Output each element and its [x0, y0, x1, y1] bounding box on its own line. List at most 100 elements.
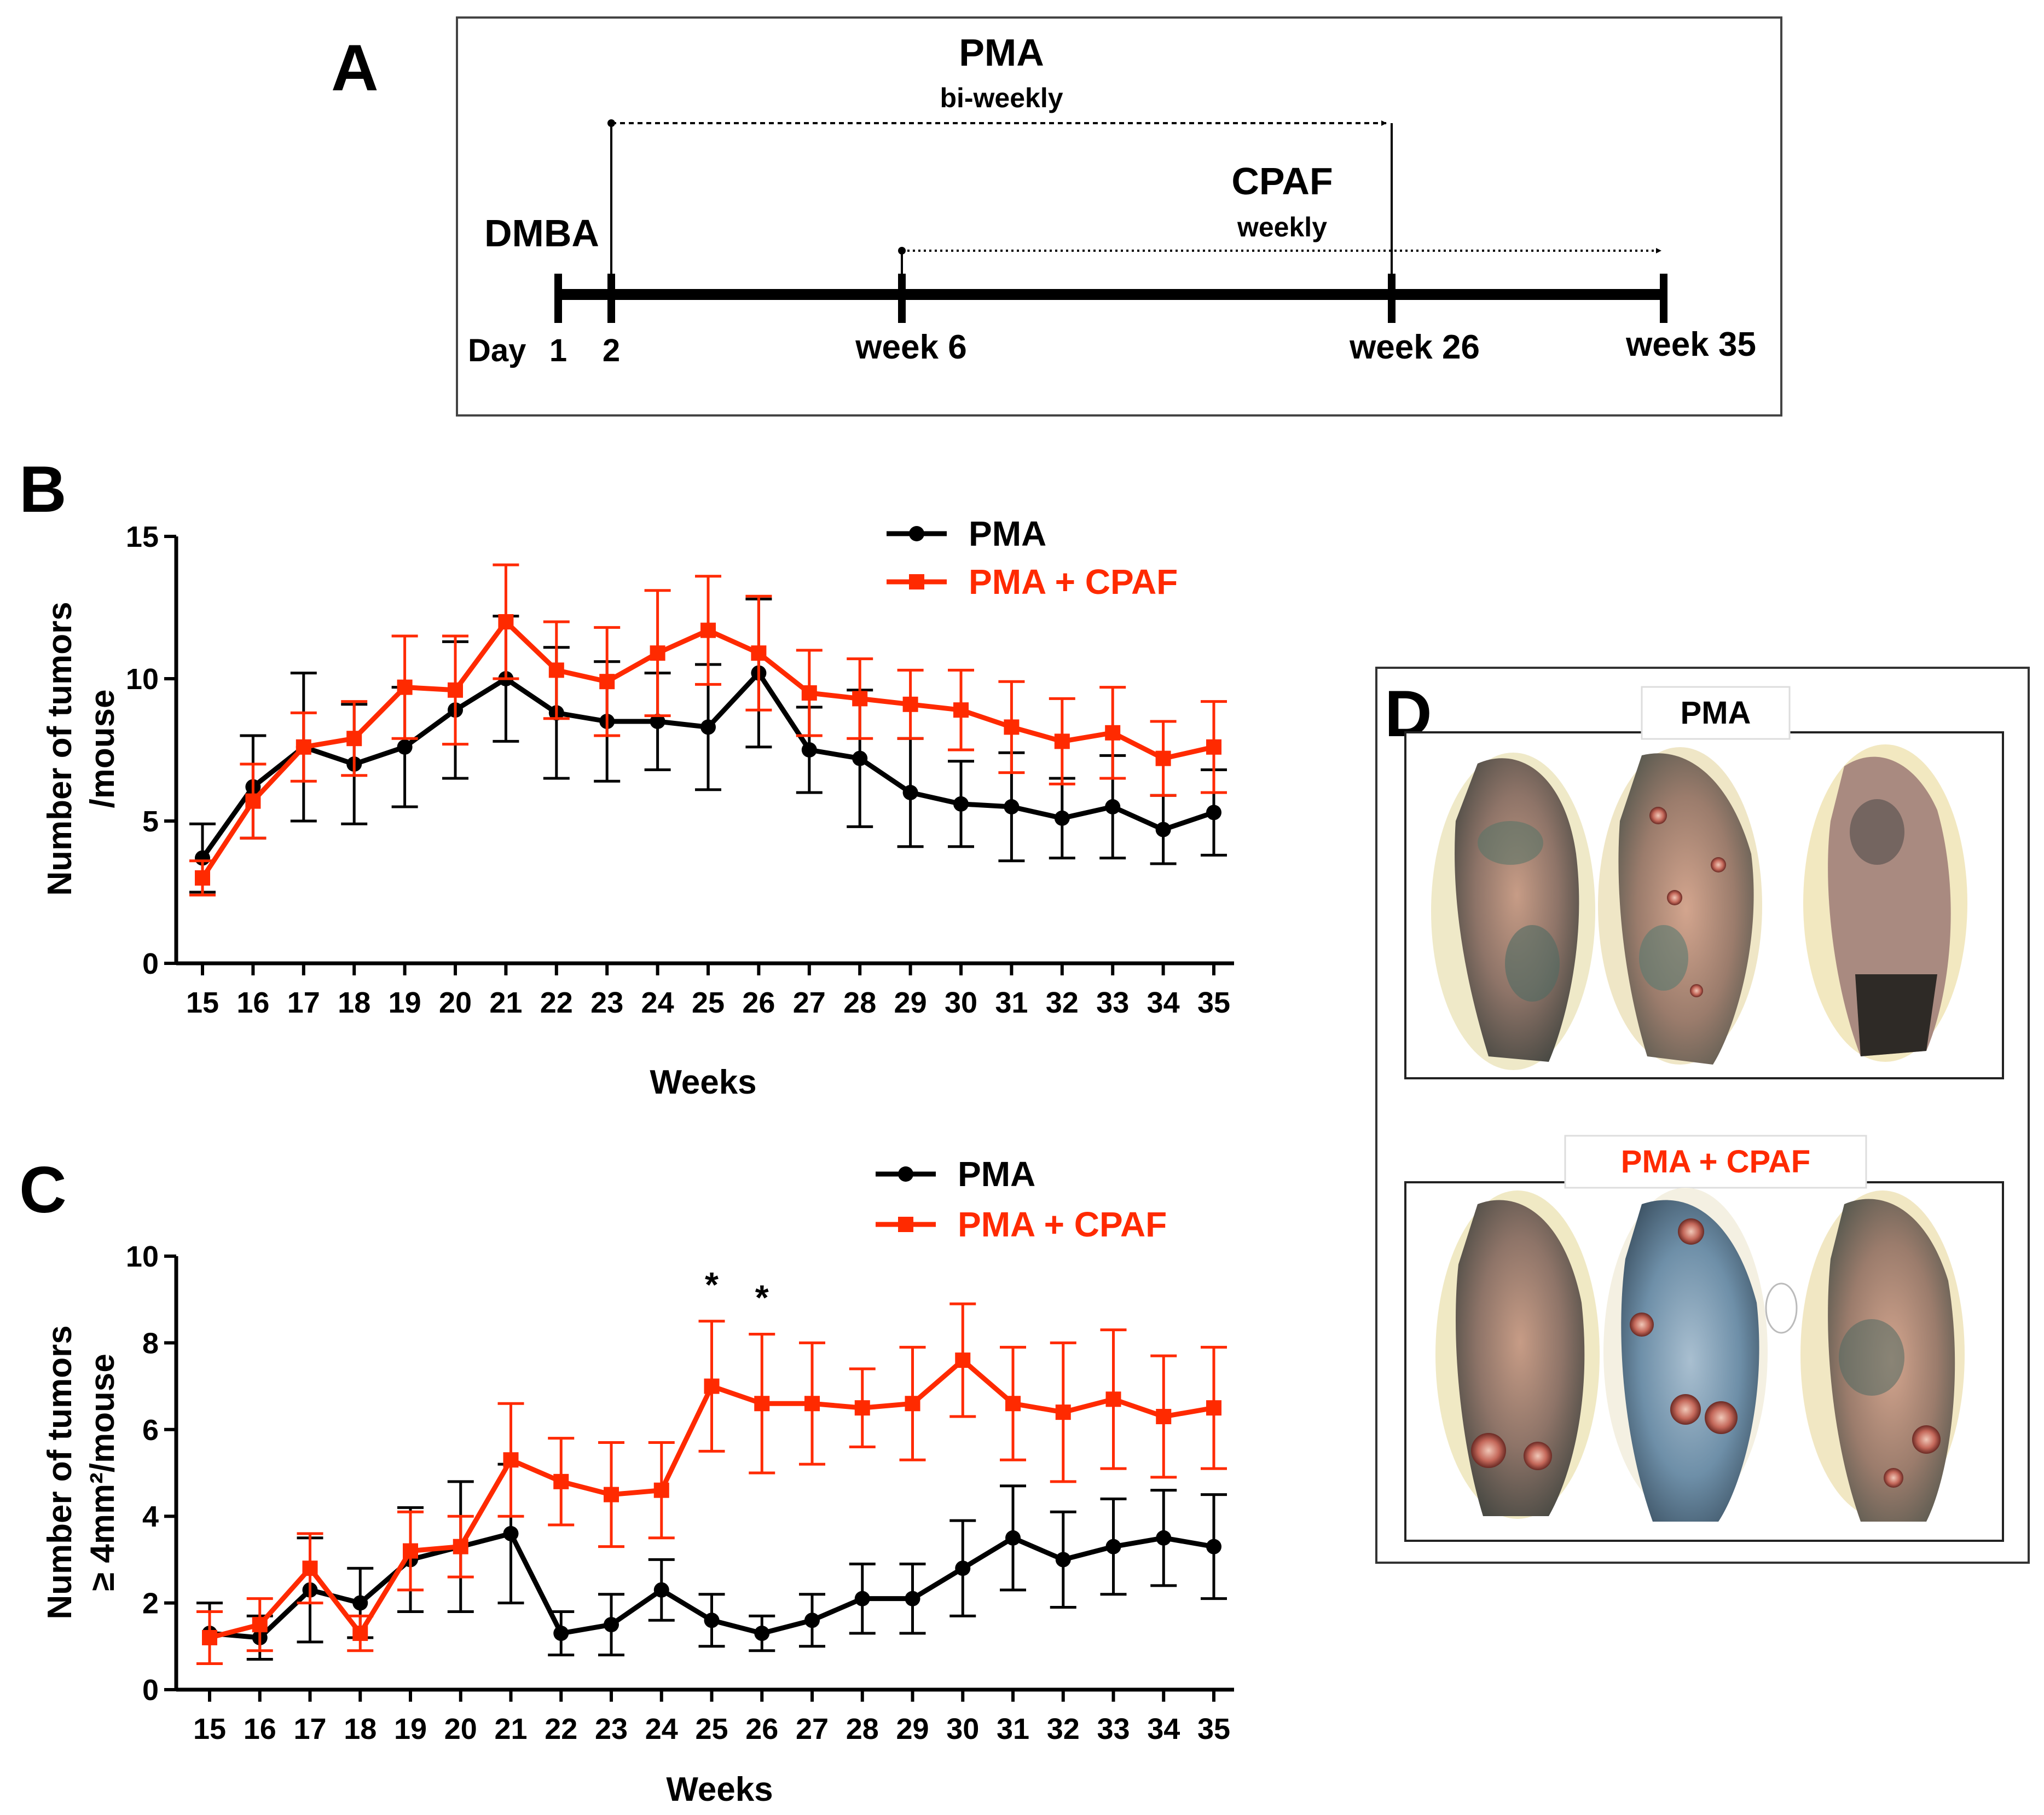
chart-b-x-tick-label: 25 [692, 986, 725, 1019]
chart-b-x-tick-label: 34 [1147, 986, 1180, 1019]
chart-c-x-tick-label: 32 [1047, 1713, 1080, 1745]
chart-b-x-tick-label: 31 [995, 986, 1028, 1019]
chart-c-series-pma-cpaf [196, 1302, 1227, 1665]
cpaf-photo-title-box [1564, 1135, 1867, 1189]
chart-b-series-pma-cpaf-point [599, 674, 615, 690]
cpaf-mouse-photo-3 [1800, 1190, 1965, 1522]
chart-b-series-pma-cpaf-point [448, 682, 463, 698]
chart-c-series-pma-point [955, 1560, 971, 1576]
pma-mouse-photo-1 [1431, 753, 1595, 1070]
timeline-dmba-label: DMBA [484, 212, 599, 255]
chart-b-x-axis-title: Weeks [650, 1063, 756, 1101]
chart-c-series-pma-point [704, 1612, 720, 1628]
chart-c-series-pma-point [1005, 1530, 1021, 1546]
chart-c-y-tick-label: 10 [126, 1240, 159, 1273]
chart-b-legend-pma-label: PMA [969, 514, 1046, 553]
chart-c-series-pma-cpaf-point [754, 1396, 770, 1412]
chart-b-series-pma-cpaf-point [296, 739, 311, 755]
timeline-label-week26: week 26 [1349, 328, 1480, 366]
chart-c-y-axis-title-line: Number of tumors [41, 1325, 79, 1619]
chart-b-y-axis-title-line: /mouse [84, 689, 121, 808]
panel-letter-a: A [331, 31, 379, 105]
chart-b-series-pma-cpaf-point [195, 870, 210, 886]
chart-b-x-tick-label: 21 [489, 986, 522, 1019]
chart-b-series-pma-cpaf-point [801, 685, 817, 701]
chart-b-x-tick-label: 35 [1197, 986, 1230, 1019]
chart-b-series-pma-point [700, 719, 716, 735]
chart-c-series-pma [196, 1463, 1227, 1665]
chart-c-series-pma-cpaf-point [1055, 1404, 1071, 1420]
chart-b-series-pma-cpaf-point [1004, 719, 1020, 735]
pma-mouse-photo-2 [1598, 747, 1762, 1065]
chart-b-series-pma-cpaf-point [397, 679, 413, 695]
chart-b-series-pma-cpaf-point [852, 691, 868, 707]
chart-c-series-pma-cpaf-point [854, 1400, 870, 1416]
chart-b-x-tick-label: 26 [742, 986, 775, 1019]
chart-c-series-pma-cpaf-point [453, 1539, 468, 1554]
chart-b-x-tick-label: 27 [793, 986, 826, 1019]
chart-b-x-tick-label: 30 [945, 986, 977, 1019]
chart-c-series-pma-cpaf-point [553, 1473, 569, 1489]
chart-c-series-pma-point [503, 1525, 519, 1541]
chart-b-series-pma-point [1004, 799, 1020, 814]
timeline-pma-label: PMA [959, 31, 1044, 74]
chart-b-series-pma-cpaf-point [902, 696, 918, 712]
chart-c-y-tick-label: 0 [142, 1674, 159, 1707]
chart-c-series-pma-cpaf-point [1206, 1400, 1221, 1416]
chart-c-x-tick-label: 24 [645, 1713, 678, 1745]
chart-c-series-pma-point [1206, 1539, 1221, 1554]
timeline-label-day2: 2 [603, 333, 620, 368]
chart-c-series-pma-cpaf-point [905, 1396, 920, 1412]
chart-b-series-pma-cpaf-point [1054, 733, 1070, 749]
chart-b: B 0 5 10 15 15 16 17 18 19 20 21 22 23 24 25 26 27 28 29 30… [19, 453, 1234, 1101]
chart-b-series-pma-cpaf-point [650, 645, 665, 661]
chart-c-series-pma-cpaf-point [1105, 1391, 1121, 1407]
chart-b-x-tick-label: 32 [1046, 986, 1079, 1019]
chart-b-series-pma-cpaf-point [498, 614, 514, 629]
chart-c-x-tick-label: 18 [344, 1713, 377, 1745]
timeline-cpaf-label: CPAF [1231, 160, 1333, 203]
chart-c-series-pma-point [653, 1582, 669, 1598]
chart-c-x-tick-label: 31 [997, 1713, 1029, 1745]
chart-b-y-tick-label: 0 [142, 947, 159, 980]
chart-b-x-tick-label: 23 [590, 986, 623, 1019]
chart-b-series-pma-cpaf-point [1206, 739, 1221, 755]
pma-photo-title: PMA [1681, 695, 1751, 731]
chart-c-x-tick-label: 17 [293, 1713, 326, 1745]
timeline-pma-frequency: bi-weekly [940, 83, 1063, 113]
timeline-label-week35: week 35 [1625, 326, 1756, 363]
chart-c-series-pma-point [804, 1612, 820, 1628]
chart-c-series-pma-point [553, 1626, 569, 1641]
chart-b-series-pma-cpaf-point [346, 731, 362, 747]
chart-c-series-pma-cpaf-point [352, 1626, 368, 1641]
chart-b-legend-pma-cpaf-label: PMA + CPAF [969, 562, 1178, 602]
chart-b-x-tick-label: 18 [338, 986, 370, 1019]
chart-b-x-tick-label: 15 [186, 986, 219, 1019]
chart-c-legend-pma-marker [898, 1166, 913, 1182]
chart-b-x-tick-label: 20 [439, 986, 472, 1019]
chart-b-series-pma-cpaf-point [245, 793, 261, 809]
timeline-label-week6: week 6 [855, 328, 966, 366]
chart-b-series-pma-point [902, 785, 918, 800]
chart-c-x-tick-label: 35 [1197, 1713, 1230, 1745]
chart-c-y-axis-title: Number of tumors ≥ 4mm²/mouse [41, 1325, 121, 1619]
chart-b-series-pma-point [1206, 805, 1221, 820]
panel-a-frame [456, 16, 1782, 417]
pma-photo-title-box [1641, 686, 1791, 740]
chart-c-series-pma-cpaf-point [955, 1352, 971, 1368]
chart-b-series-pma-point [1105, 799, 1121, 814]
chart-c-series-pma-point [1105, 1539, 1121, 1554]
chart-c-series-pma-point [604, 1617, 619, 1633]
chart-b-y-tick-label: 5 [142, 805, 159, 838]
chart-c-x-tick-label: 20 [444, 1713, 477, 1745]
chart-b-series-pma-point [1155, 822, 1171, 837]
pma-mouse-photo-3 [1803, 744, 1967, 1062]
chart-c-x-tick-label: 33 [1097, 1713, 1130, 1745]
chart-c-y-axis-title-line: ≥ 4mm²/mouse [84, 1354, 121, 1591]
chart-b-legend-pma-marker [909, 526, 924, 541]
chart-b-y-axis-title: Number of tumors/mouse [41, 602, 121, 895]
chart-c-series-pma-point [854, 1591, 870, 1606]
chart-c-significance-star: * [705, 1265, 719, 1304]
chart-c-series-pma-cpaf-point [653, 1482, 669, 1498]
